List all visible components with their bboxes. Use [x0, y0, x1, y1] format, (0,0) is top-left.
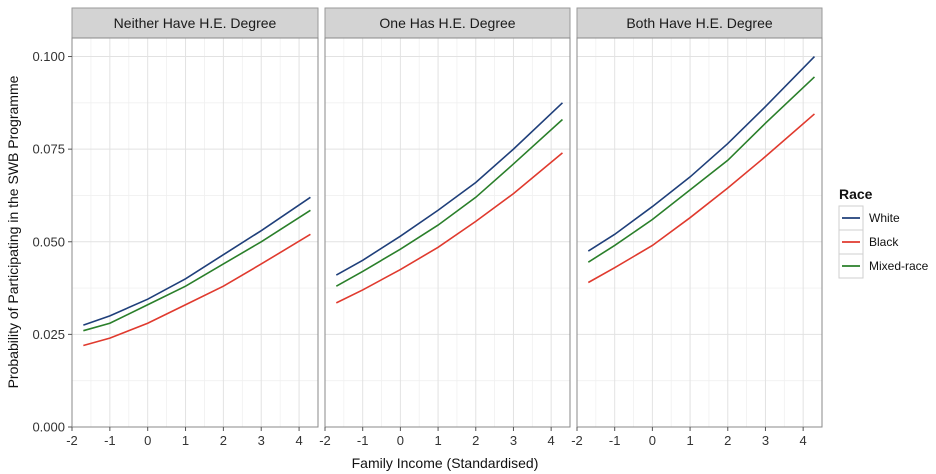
series-line-mixed-race — [587, 76, 816, 263]
x-tick-label: 2 — [472, 433, 479, 448]
x-tick-label: 1 — [434, 433, 441, 448]
x-tick-label: 3 — [510, 433, 517, 448]
panel-border — [576, 37, 823, 428]
series-line-white — [335, 102, 564, 276]
x-tick-label: 3 — [258, 433, 265, 448]
x-tick-label: 0 — [397, 433, 404, 448]
x-tick-label: -2 — [66, 433, 78, 448]
x-tick-label: 4 — [548, 433, 555, 448]
facet-strip — [324, 7, 571, 39]
y-axis-title: Probability of Participating in the SWB … — [5, 75, 21, 388]
y-tick-label: 0.025 — [32, 327, 65, 342]
series-line-mixed-race — [335, 118, 563, 287]
y-tick-label: 0.075 — [32, 142, 65, 157]
legend-label: Mixed-race — [869, 259, 929, 273]
facet-strip — [576, 7, 823, 39]
x-tick-label: 3 — [762, 433, 769, 448]
facet-title: Both Have H.E. Degree — [626, 15, 773, 31]
x-tick-label: 4 — [295, 433, 302, 448]
y-tick-label: 0.050 — [32, 234, 65, 249]
legend: Race White Black Mixed-race — [838, 186, 929, 279]
series-line-white — [83, 196, 311, 326]
series-line-mixed-race — [83, 209, 311, 332]
facet-panel-2: One Has H.E. Degree -2 -1 0 1 2 3 4 — [319, 7, 571, 448]
x-tick-label: -2 — [571, 433, 583, 448]
panel-background — [72, 38, 318, 427]
x-axis-title: Family Income (Standardised) — [352, 455, 539, 471]
legend-label: White — [869, 211, 900, 225]
x-tick-label: 2 — [220, 433, 227, 448]
panel-border — [324, 37, 571, 428]
legend-title: Race — [839, 186, 873, 202]
facet-panel-1: Neither Have H.E. Degree -2 -1 0 1 2 3 4 — [66, 7, 319, 448]
x-tick-label: 2 — [724, 433, 731, 448]
x-tick-label: -1 — [609, 433, 621, 448]
series-line-black — [83, 233, 311, 347]
y-tick-label: 0.000 — [32, 420, 65, 435]
x-tick-label: 0 — [649, 433, 656, 448]
y-tick-label: 0.100 — [32, 49, 65, 64]
panel-background — [325, 38, 570, 427]
series-line-white — [587, 55, 816, 252]
facet-title: One Has H.E. Degree — [379, 15, 515, 31]
panel-background — [577, 38, 822, 427]
legend-label: Black — [869, 235, 899, 249]
x-tick-label: 1 — [686, 433, 693, 448]
facet-panel-3: Both Have H.E. Degree -2 -1 0 1 2 3 4 — [571, 7, 823, 448]
facet-strip — [71, 7, 319, 39]
series-line-black — [335, 152, 563, 304]
x-tick-label: -2 — [319, 433, 331, 448]
x-tick-label: -1 — [357, 433, 369, 448]
x-tick-label: -1 — [104, 433, 116, 448]
facet-title: Neither Have H.E. Degree — [114, 15, 277, 31]
series-line-black — [587, 113, 815, 284]
x-tick-label: 1 — [182, 433, 189, 448]
x-tick-label: 4 — [800, 433, 807, 448]
x-tick-label: 0 — [144, 433, 151, 448]
panel-border — [71, 37, 319, 428]
